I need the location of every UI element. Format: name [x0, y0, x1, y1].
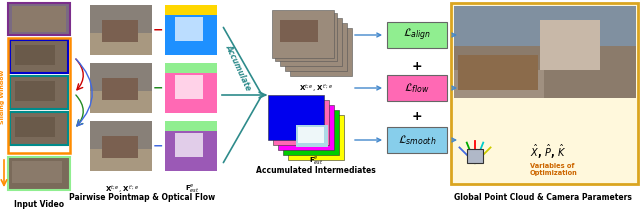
- Bar: [8, 38, 70, 153]
- Bar: [454, 6, 636, 98]
- Bar: [293, 33, 331, 55]
- Bar: [454, 46, 636, 98]
- Bar: [90, 63, 152, 113]
- Bar: [10, 112, 68, 145]
- Text: Sliding Window: Sliding Window: [1, 70, 6, 124]
- Text: $\hat{X}$, $\hat{P}$, $\hat{K}$: $\hat{X}$, $\hat{P}$, $\hat{K}$: [530, 143, 566, 161]
- Text: −: −: [153, 23, 163, 37]
- Bar: [165, 121, 217, 171]
- Bar: [451, 3, 638, 184]
- Bar: [165, 5, 217, 55]
- Text: $\mathcal{L}_{align}$: $\mathcal{L}_{align}$: [403, 27, 431, 43]
- Bar: [298, 38, 336, 60]
- Bar: [102, 78, 138, 100]
- Text: $\mathbf{X}^{t;e}$, $\mathbf{X}^{t^{\prime};e}$: $\mathbf{X}^{t;e}$, $\mathbf{X}^{t^{\pri…: [299, 82, 333, 94]
- Bar: [90, 63, 152, 91]
- Bar: [387, 75, 447, 101]
- Bar: [275, 13, 337, 61]
- Bar: [165, 63, 217, 73]
- Text: +: +: [412, 111, 422, 124]
- Bar: [288, 28, 326, 50]
- Text: −: −: [153, 82, 163, 94]
- Text: Global Point Cloud & Camera Parameters: Global Point Cloud & Camera Parameters: [454, 193, 632, 202]
- Text: −: −: [153, 139, 163, 153]
- Bar: [12, 161, 62, 183]
- Bar: [165, 63, 217, 113]
- Text: $\mathbf{X}^{t;e}$, $\mathbf{X}^{t^{\prime};e}$: $\mathbf{X}^{t;e}$, $\mathbf{X}^{t^{\pri…: [105, 183, 139, 195]
- Bar: [454, 70, 544, 98]
- Bar: [268, 95, 324, 140]
- Text: $\mathcal{L}_{flow}$: $\mathcal{L}_{flow}$: [404, 81, 430, 95]
- Text: Accumulated Intermediates: Accumulated Intermediates: [256, 166, 376, 175]
- Text: Input Video: Input Video: [14, 200, 64, 209]
- Bar: [540, 20, 600, 70]
- Bar: [15, 117, 55, 137]
- Bar: [280, 20, 318, 42]
- Bar: [90, 149, 152, 171]
- Bar: [290, 28, 352, 76]
- Bar: [102, 136, 138, 158]
- Text: $\mathbf{F}^{e}_{est}$: $\mathbf{F}^{e}_{est}$: [308, 155, 323, 167]
- Bar: [278, 105, 334, 150]
- Bar: [90, 121, 152, 171]
- Bar: [90, 91, 152, 113]
- Bar: [280, 18, 342, 66]
- Bar: [283, 23, 321, 45]
- Bar: [285, 23, 347, 71]
- Bar: [165, 5, 217, 15]
- Bar: [90, 5, 152, 55]
- Bar: [288, 115, 344, 160]
- Bar: [454, 6, 636, 46]
- Bar: [298, 127, 324, 143]
- Bar: [296, 125, 328, 147]
- Bar: [283, 110, 339, 155]
- Bar: [272, 10, 334, 58]
- Text: Variables of
Optimization: Variables of Optimization: [530, 163, 578, 176]
- Bar: [102, 20, 138, 42]
- Bar: [387, 127, 447, 153]
- Bar: [10, 76, 68, 109]
- Text: $\mathbf{F}^{e}_{est}$: $\mathbf{F}^{e}_{est}$: [185, 183, 199, 195]
- Bar: [90, 5, 152, 33]
- Bar: [90, 121, 152, 149]
- Bar: [15, 81, 55, 101]
- Bar: [175, 17, 203, 41]
- Bar: [8, 3, 70, 35]
- Bar: [8, 157, 70, 190]
- Bar: [90, 33, 152, 55]
- Bar: [165, 121, 217, 131]
- Bar: [175, 75, 203, 99]
- Bar: [458, 55, 538, 90]
- Bar: [15, 45, 55, 65]
- Text: $\mathcal{L}_{smooth}$: $\mathcal{L}_{smooth}$: [398, 133, 436, 147]
- Bar: [467, 149, 483, 163]
- Bar: [10, 40, 68, 73]
- Bar: [175, 133, 203, 157]
- Bar: [273, 100, 329, 145]
- Text: Accumulate: Accumulate: [223, 43, 253, 93]
- Bar: [12, 6, 66, 32]
- Bar: [387, 22, 447, 48]
- Text: +: +: [412, 60, 422, 73]
- Text: Pairwise Pointmap & Optical Flow: Pairwise Pointmap & Optical Flow: [69, 193, 215, 202]
